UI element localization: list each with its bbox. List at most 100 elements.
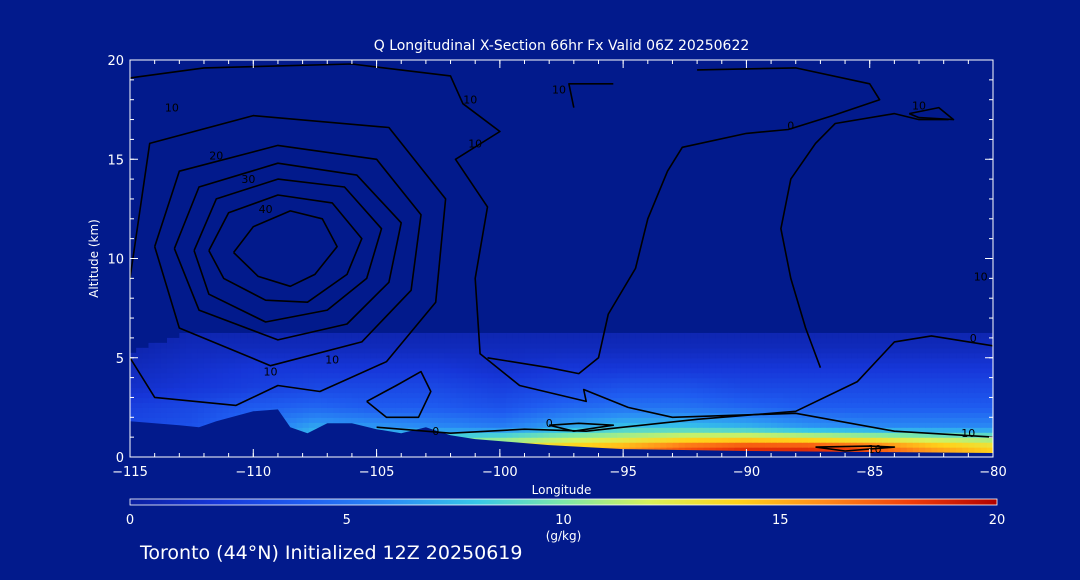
- heat-cell: [931, 397, 939, 404]
- heat-cell: [906, 417, 914, 423]
- heat-cell: [826, 377, 834, 384]
- heat-cell: [598, 437, 606, 443]
- heat-cell: [438, 337, 445, 344]
- heat-cell: [481, 337, 489, 344]
- heat-cell: [697, 427, 704, 433]
- heat-cell: [869, 417, 877, 423]
- heat-cell: [980, 332, 988, 339]
- heat-cell: [191, 397, 199, 404]
- heat-cell: [413, 352, 421, 359]
- heat-cell: [481, 402, 489, 408]
- heat-cell: [561, 402, 569, 408]
- heat-cell: [820, 362, 828, 369]
- heat-cell: [838, 432, 846, 438]
- colorbar-ticks: 0 5 10 15 20: [126, 513, 1005, 528]
- heat-cell: [795, 427, 803, 433]
- heat-cell: [419, 367, 427, 374]
- heat-cell: [197, 382, 205, 389]
- heat-cell: [475, 372, 482, 379]
- heat-cell: [586, 332, 593, 339]
- heat-cell: [857, 412, 865, 418]
- heat-cell: [573, 422, 581, 428]
- heat-cell: [672, 387, 680, 394]
- heat-cell: [290, 337, 298, 344]
- heat-cell: [253, 382, 261, 389]
- heat-cell: [974, 342, 982, 349]
- heat-cell: [216, 412, 224, 418]
- heat-cell: [610, 437, 618, 443]
- heat-cell: [395, 362, 402, 369]
- heat-cell: [610, 432, 618, 438]
- contour-lines: [130, 63, 993, 452]
- heat-cell: [956, 397, 963, 404]
- x-axis: −115 −110 −105 −100 −95 −90 −85 −80: [112, 60, 1007, 480]
- heat-cell: [395, 387, 402, 394]
- heat-cell: [456, 402, 464, 408]
- heat-cell: [197, 372, 205, 379]
- heat-cell: [203, 402, 211, 408]
- heat-cell: [869, 412, 877, 418]
- heat-cell: [567, 407, 575, 413]
- heat-cell: [290, 402, 298, 408]
- heat-cell: [469, 362, 476, 369]
- heat-cell: [314, 377, 322, 384]
- heat-cell: [900, 402, 908, 408]
- heat-cell: [869, 352, 877, 359]
- x-tick-label: −115: [112, 465, 148, 480]
- heat-cell: [419, 332, 427, 339]
- heat-cell: [777, 417, 785, 423]
- heat-cell: [857, 362, 865, 369]
- heat-cell: [512, 337, 519, 344]
- heat-cell: [888, 422, 895, 428]
- heat-cell: [469, 372, 476, 379]
- heat-cell: [623, 442, 630, 448]
- heat-cell: [240, 372, 248, 379]
- contour-line: [193, 178, 383, 323]
- heat-cell: [629, 402, 637, 408]
- heat-cell: [715, 362, 723, 369]
- heat-cell: [629, 377, 637, 384]
- heat-cell: [247, 347, 254, 354]
- heat-cell: [234, 397, 242, 404]
- heat-cell: [203, 392, 211, 399]
- heat-cell: [592, 377, 600, 384]
- heat-cell: [666, 357, 674, 364]
- heat-cell: [395, 342, 402, 349]
- heat-cell: [869, 397, 877, 404]
- heat-cell: [432, 367, 439, 374]
- heat-cell: [333, 337, 341, 344]
- heat-cell: [555, 382, 563, 389]
- heat-cell: [771, 367, 778, 374]
- heat-cell: [857, 407, 865, 413]
- heat-cell: [407, 402, 415, 408]
- heat-cell: [616, 347, 624, 354]
- heat-cell: [943, 377, 951, 384]
- heat-cell: [536, 377, 544, 384]
- heat-cell: [789, 417, 797, 423]
- heat-cell: [401, 397, 408, 404]
- heat-cell: [401, 392, 408, 399]
- heat-cell: [506, 422, 513, 428]
- heat-cell: [832, 357, 840, 364]
- heat-cell: [586, 347, 593, 354]
- heat-cell: [499, 402, 507, 408]
- heat-cell: [826, 387, 834, 394]
- heat-cell: [191, 372, 199, 379]
- heat-cell: [857, 372, 865, 379]
- heat-cell: [148, 402, 156, 408]
- heat-cell: [777, 342, 785, 349]
- heat-cell: [814, 407, 821, 413]
- contour-label: 10: [264, 366, 278, 379]
- heat-cell: [629, 372, 637, 379]
- contour-label: 0: [546, 417, 553, 430]
- heat-cell: [882, 377, 889, 384]
- heat-cell: [462, 342, 470, 349]
- heat-cell: [271, 337, 279, 344]
- heat-cell: [530, 432, 538, 438]
- heat-cell: [277, 402, 285, 408]
- heat-cell: [820, 412, 828, 418]
- heat-cell: [253, 332, 261, 339]
- heat-cell: [851, 412, 858, 418]
- heat-cell: [937, 337, 945, 344]
- heat-cell: [407, 392, 415, 399]
